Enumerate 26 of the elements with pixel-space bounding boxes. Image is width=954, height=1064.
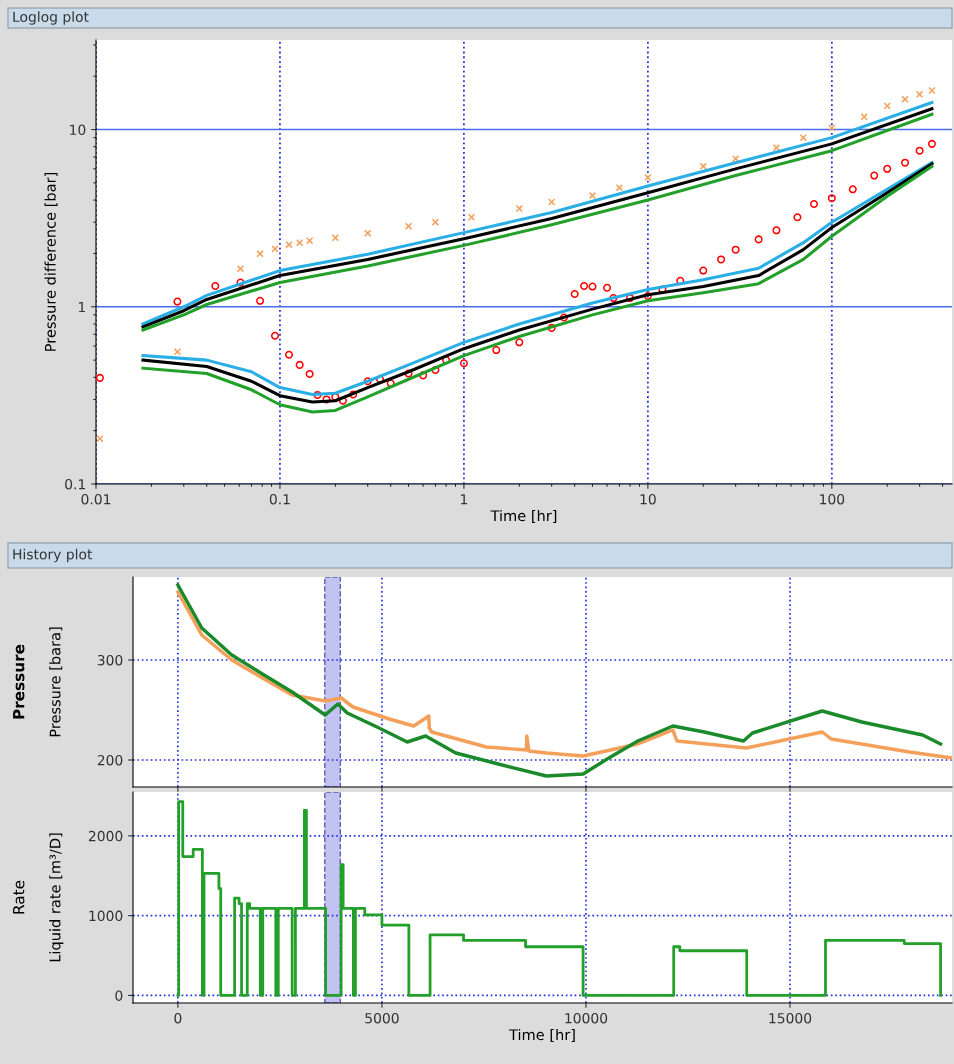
x-tick-label: 10000 [565,1012,608,1024]
x-tick-label: 100 [820,493,845,505]
x-tick-label: 10 [640,493,656,505]
y-tick-label: 1000 [89,910,123,922]
x-tick-label: 15000 [769,1012,812,1024]
y-axis-title: Pressure [bara] [49,627,63,737]
chart-title: Loglog plot [13,11,89,25]
x-axis-title: Time [hr] [508,1028,575,1042]
y-tick-label: 0.1 [65,478,85,490]
x-tick-label: 0.1 [269,493,290,505]
text: Pressure [13,644,25,719]
y-tick-label: 2000 [88,830,123,842]
y-tick-label: 0 [115,990,123,1001]
y-axis-title: Liquid rate [m³/D] [49,833,64,962]
text: Rate [13,880,25,914]
y-tick-label: 300 [97,654,123,666]
y-tick-label: 200 [97,754,123,766]
x-tick-label: 0.01 [81,493,111,505]
y-axis-title: Pressure difference [bar] [44,172,58,351]
x-tick-label: 1 [461,494,468,505]
x-axis-title: Time [hr] [490,509,557,523]
y-tick-label: 10 [70,124,86,135]
x-tick-label: 5000 [365,1012,399,1024]
y-tick-label: 1 [78,301,85,313]
x-tick-label: 0 [174,1012,182,1024]
chart-title: History plot [13,548,93,563]
